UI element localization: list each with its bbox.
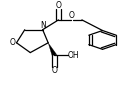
Text: O: O [69,11,75,20]
Text: O: O [9,38,15,47]
Text: OH: OH [68,51,80,60]
Polygon shape [48,43,57,55]
Text: O: O [51,66,57,75]
Text: O: O [56,1,61,10]
Text: N: N [40,21,46,30]
